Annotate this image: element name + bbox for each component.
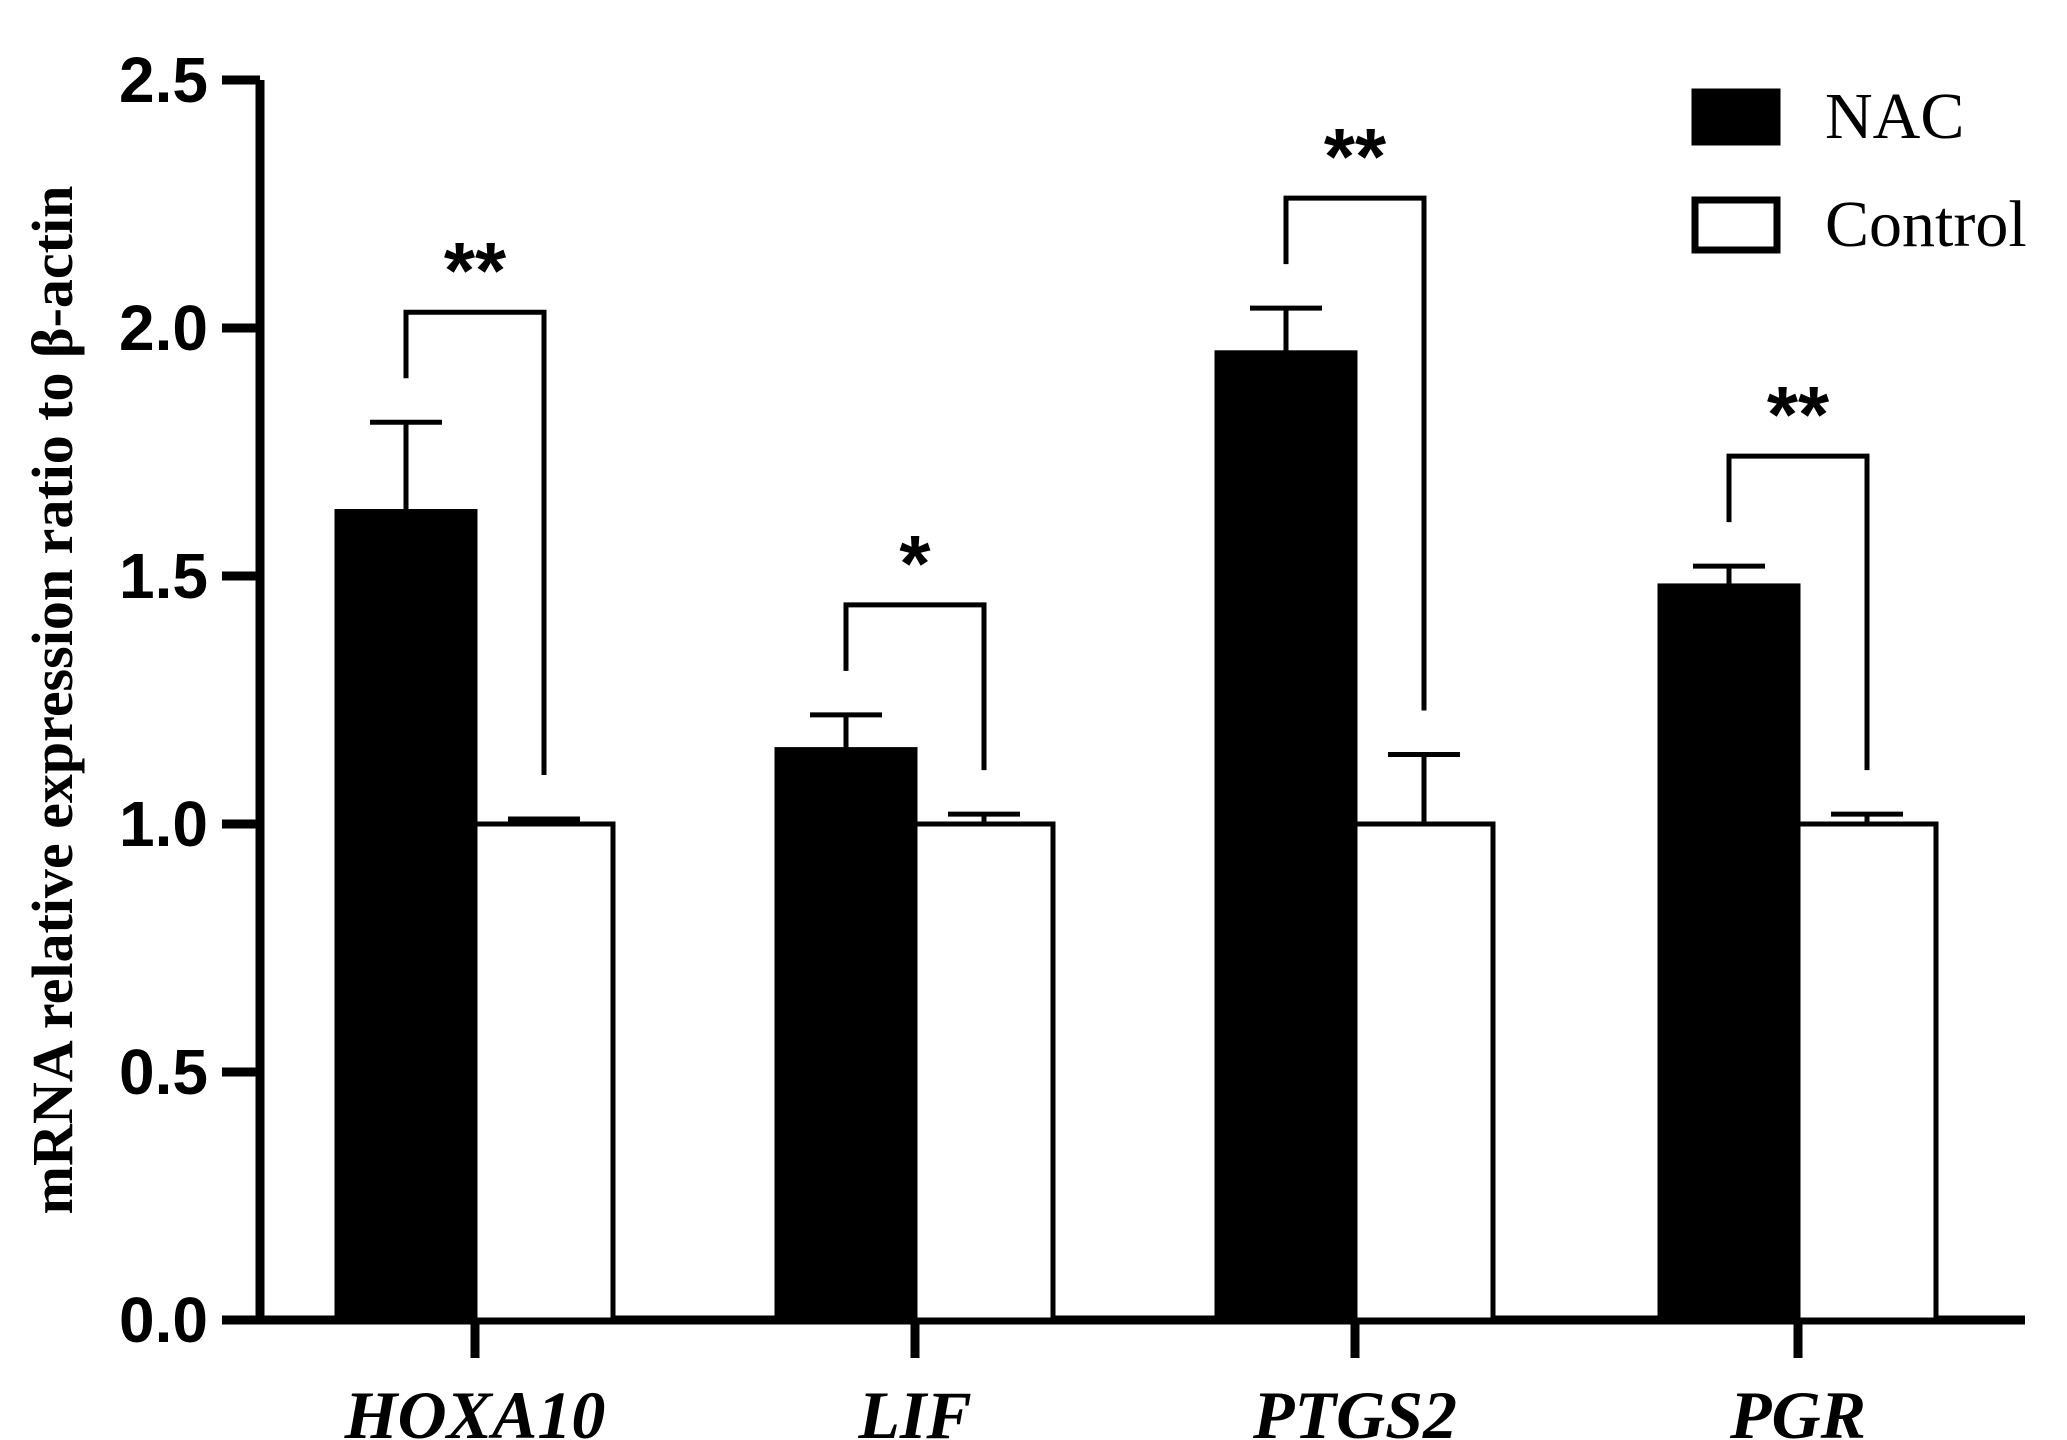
nac-bar [334,509,478,1323]
control-bar [1795,821,1939,1323]
legend-swatch-control [1691,196,1781,254]
significance-bracket [403,309,547,776]
significance-annotations: ******* [403,112,1870,776]
x-tick-label: HOXA10 [344,1377,606,1440]
y-tick-label: 1.0 [119,788,208,860]
nac-bar [1214,350,1358,1323]
y-tick-label: 2.0 [119,292,208,364]
significance-bracket [1283,195,1427,711]
significance-label: ** [1324,112,1387,201]
axes: 0.0 0.5 1.0 1.5 2.0 2.5 HOXA10 LIF PTGS2 PGR [119,44,2025,1440]
y-tick-label: 0.0 [119,1284,208,1356]
legend: NAC Control [1691,80,2027,261]
nac-bar [774,747,918,1323]
control-bar [1352,821,1496,1323]
y-tick-label: 0.5 [119,1036,208,1108]
significance-label: ** [1767,370,1830,459]
x-tick-label: PTGS2 [1252,1377,1457,1440]
significance-label: ** [444,226,507,315]
control-bar [472,821,616,1323]
legend-label-nac: NAC [1825,80,1964,153]
x-tick-label: LIF [857,1377,971,1440]
significance-bracket [1726,453,1870,771]
significance-bracket [843,602,987,771]
legend-swatch-nac [1691,88,1781,146]
y-tick-label: 1.5 [119,540,208,612]
significance-label: * [899,519,931,608]
control-bar [912,821,1056,1323]
y-tick-label: 2.5 [119,44,208,116]
nac-bar [1657,583,1801,1323]
x-tick-label: PGR [1729,1377,1866,1440]
bars [334,305,1939,1323]
y-axis-label: mRNA relative expression ratio to β-acti… [20,186,85,1215]
legend-label-control: Control [1825,188,2027,261]
